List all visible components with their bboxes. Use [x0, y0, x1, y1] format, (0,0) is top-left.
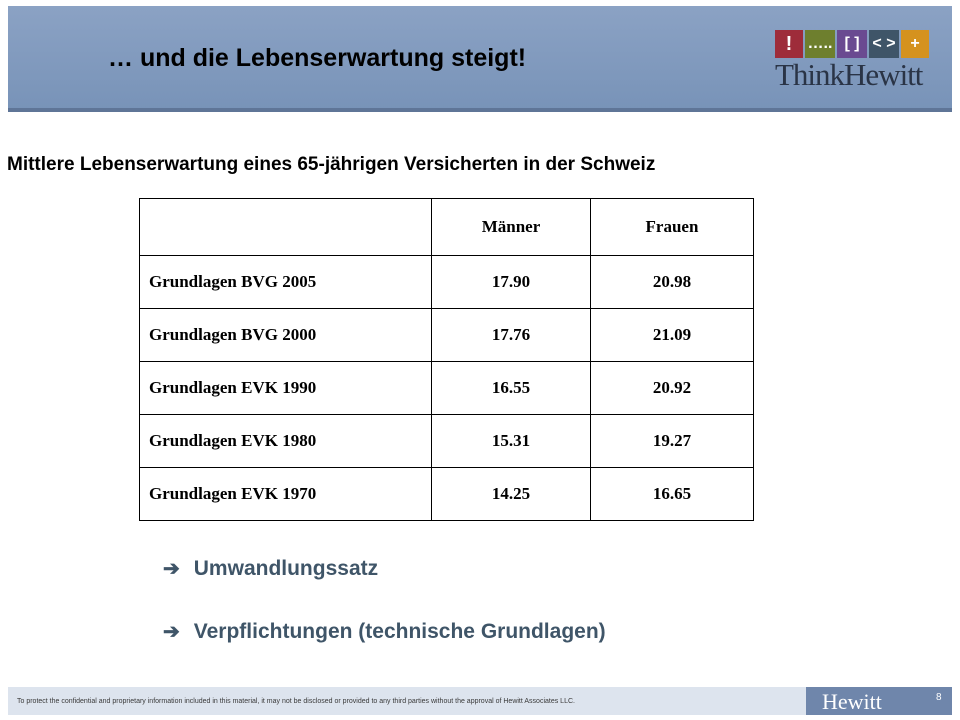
cell-frauen: 21.09	[590, 308, 754, 362]
cell-frauen: 20.92	[590, 361, 754, 415]
table-row: Grundlagen BVG 2000 17.76 21.09	[139, 308, 754, 362]
logo-block-brackets: [ ]	[837, 30, 867, 58]
cell-frauen: 16.65	[590, 467, 754, 521]
header-band	[8, 6, 952, 110]
table-row: Grundlagen EVK 1990 16.55 20.92	[139, 361, 754, 415]
cell-maenner: 17.90	[431, 255, 591, 309]
cell-maenner: 17.76	[431, 308, 591, 362]
cell-maenner: 14.25	[431, 467, 591, 521]
hewitt-logo: Hewitt	[822, 689, 882, 714]
row-label: Grundlagen EVK 1980	[139, 414, 432, 468]
table-row: Grundlagen BVG 2005 17.90 20.98	[139, 255, 754, 309]
bullet-umwandlungssatz: ➔ Umwandlungssatz	[163, 556, 378, 581]
logo-block-dots: …..	[805, 30, 835, 58]
table-row: Grundlagen EVK 1970 14.25 16.65	[139, 467, 754, 521]
arrow-right-icon: ➔	[163, 621, 180, 643]
arrow-right-icon: ➔	[163, 558, 180, 580]
thinkhewitt-logo: ! ….. [ ] < > + ThinkHewitt	[775, 30, 931, 92]
cell-frauen: 20.98	[590, 255, 754, 309]
header-shadow	[8, 108, 952, 112]
confidentiality-disclaimer: To protect the confidential and propriet…	[17, 698, 575, 705]
logo-blocks: ! ….. [ ] < > +	[775, 30, 931, 58]
cell-maenner: 15.31	[431, 414, 591, 468]
table-heading: Mittlere Lebenserwartung eines 65-jährig…	[7, 154, 656, 175]
row-label: Grundlagen EVK 1970	[139, 467, 432, 521]
slide-title: … und die Lebenserwartung steigt!	[108, 44, 527, 72]
life-expectancy-table: Männer Frauen Grundlagen BVG 2005 17.90 …	[139, 198, 754, 521]
header-cell-maenner: Männer	[431, 198, 591, 256]
slide-header: … und die Lebenserwartung steigt! ! ….. …	[0, 0, 960, 115]
page-number: 8	[936, 692, 942, 703]
footer-logo-box	[806, 687, 952, 715]
bullet-text: Verpflichtungen (technische Grundlagen)	[193, 620, 606, 643]
row-label: Grundlagen BVG 2000	[139, 308, 432, 362]
logo-block-angles: < >	[869, 30, 899, 58]
bullet-verpflichtungen: ➔ Verpflichtungen (technische Grundlagen)	[163, 619, 606, 644]
logo-wordmark: ThinkHewitt	[775, 57, 923, 92]
footer-bar	[8, 687, 806, 715]
header-cell-empty	[139, 198, 432, 256]
table-row: Grundlagen EVK 1980 15.31 19.27	[139, 414, 754, 468]
logo-block-plus: +	[901, 30, 929, 58]
row-label: Grundlagen BVG 2005	[139, 255, 432, 309]
row-label: Grundlagen EVK 1990	[139, 361, 432, 415]
header-cell-frauen: Frauen	[590, 198, 754, 256]
bullet-text: Umwandlungssatz	[193, 557, 379, 580]
cell-maenner: 16.55	[431, 361, 591, 415]
table-header-row: Männer Frauen	[139, 198, 754, 256]
logo-block-exclamation: !	[775, 30, 803, 58]
cell-frauen: 19.27	[590, 414, 754, 468]
